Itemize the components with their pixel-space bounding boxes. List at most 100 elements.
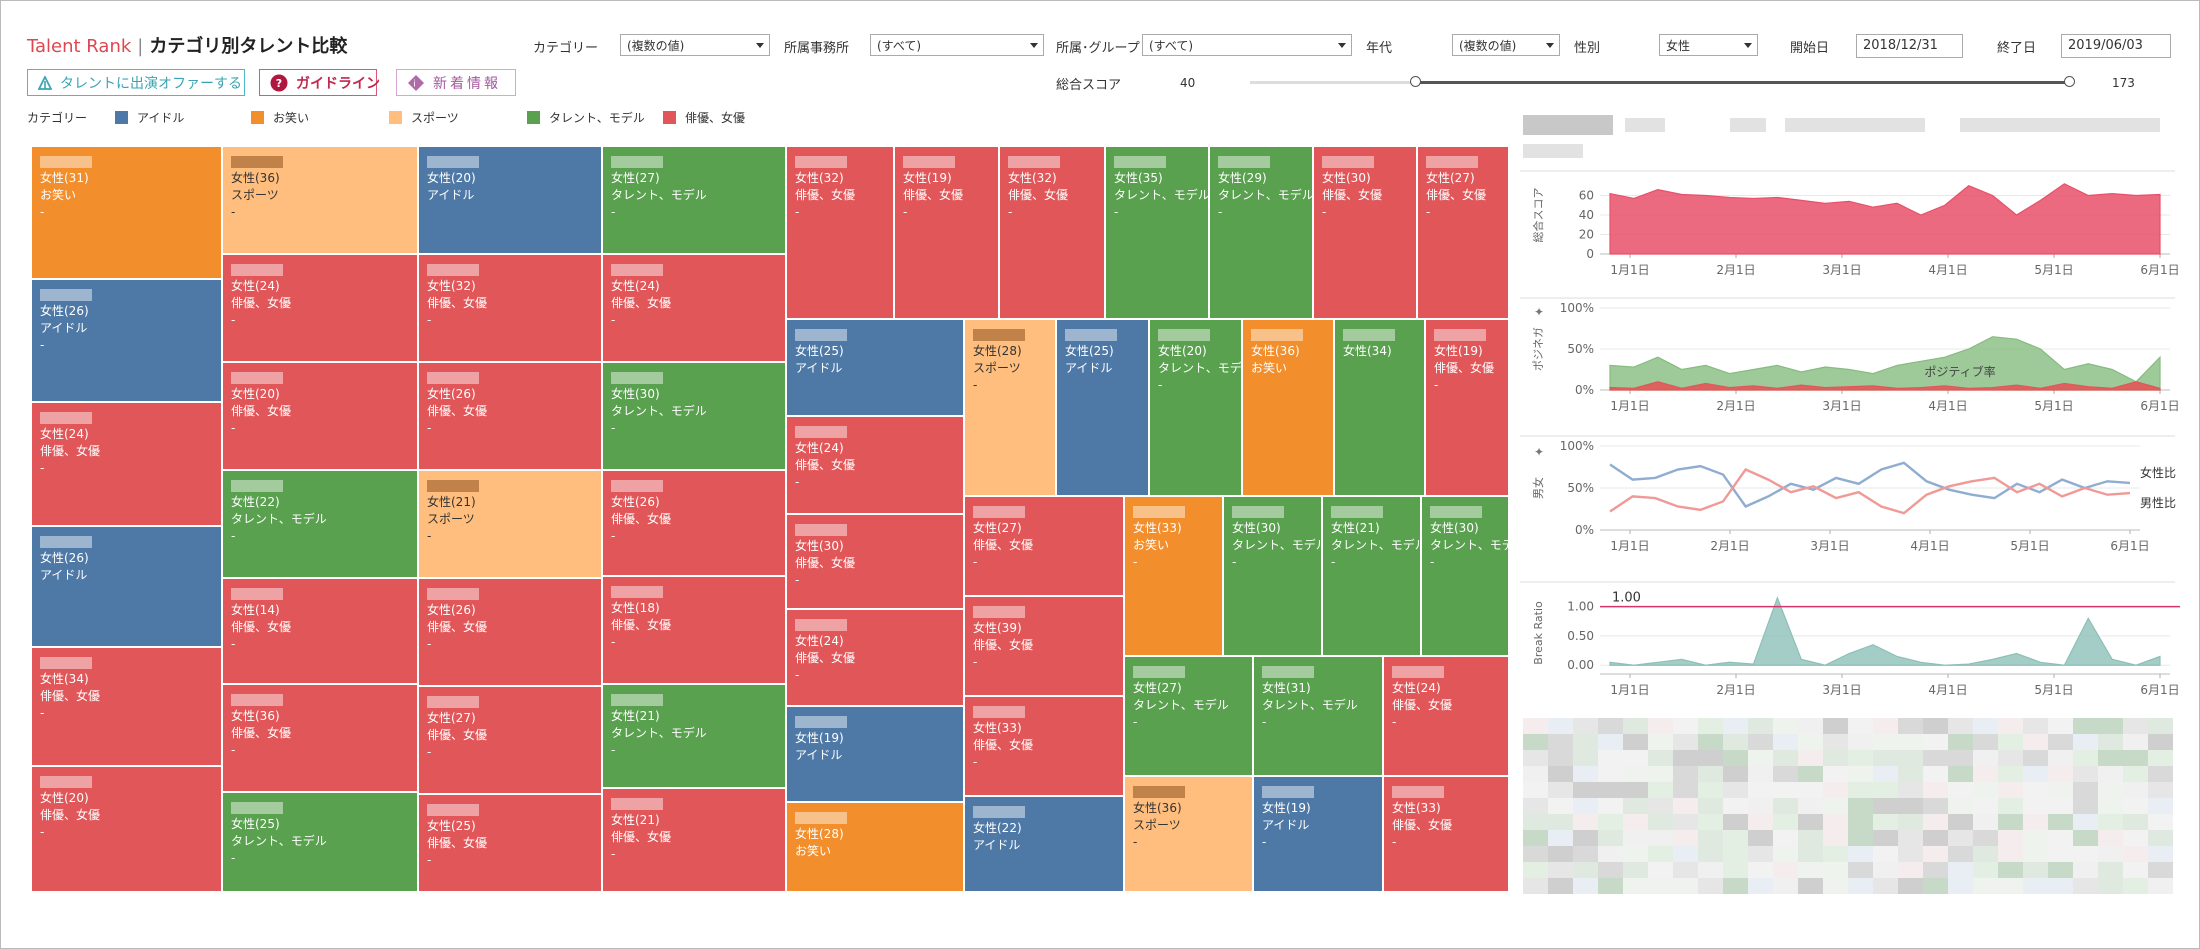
blurred-tile bbox=[1548, 782, 1573, 798]
treemap-cell[interactable]: 女性(24) 俳優、女優 - bbox=[786, 609, 964, 706]
treemap-cell[interactable]: 女性(20) 俳優、女優 - bbox=[222, 362, 418, 470]
blurred-tile bbox=[1998, 878, 2023, 894]
treemap-cell[interactable]: 女性(21) スポーツ - bbox=[418, 470, 602, 578]
treemap-cell[interactable]: 女性(21) タレント、モデル - bbox=[1322, 496, 1421, 656]
blurred-talent-name bbox=[1426, 156, 1478, 168]
treemap-cell[interactable]: 女性(30) 俳優、女優 - bbox=[1313, 146, 1417, 319]
treemap-cell[interactable]: 女性(22) アイドル bbox=[964, 796, 1124, 892]
blurred-tile bbox=[2023, 750, 2048, 766]
treemap-cell[interactable]: 女性(14) 俳優、女優 - bbox=[222, 578, 418, 684]
treemap-cell[interactable]: 女性(36) スポーツ - bbox=[222, 146, 418, 254]
treemap-cell[interactable]: 女性(32) 俳優、女優 - bbox=[418, 254, 602, 362]
treemap-cell[interactable]: 女性(24) 俳優、女優 - bbox=[602, 254, 786, 362]
treemap-cell[interactable]: 女性(24) 俳優、女優 - bbox=[1383, 656, 1509, 776]
treemap-cell[interactable]: 女性(25) アイドル bbox=[786, 319, 964, 416]
blurred-tile bbox=[1898, 766, 1923, 782]
treemap-cell[interactable]: 女性(27) 俳優、女優 - bbox=[964, 496, 1124, 596]
treemap-cell[interactable]: 女性(30) タレント、モデル - bbox=[602, 362, 786, 470]
treemap-cell[interactable]: 女性(31) お笑い - bbox=[31, 146, 222, 279]
treemap-cell[interactable]: 女性(26) 俳優、女優 - bbox=[418, 362, 602, 470]
treemap-cell-info: 女性(28) bbox=[973, 344, 1022, 358]
blurred-tile bbox=[1948, 878, 1973, 894]
legend-item-comedy[interactable]: お笑い bbox=[251, 109, 309, 126]
offer-button[interactable]: タレントに出演オファーする bbox=[27, 69, 245, 96]
blurred-tile bbox=[1998, 846, 2023, 862]
treemap-cell[interactable]: 女性(25) アイドル bbox=[1056, 319, 1149, 496]
treemap-cell[interactable]: 女性(18) 俳優、女優 - bbox=[602, 576, 786, 684]
chevron-down-icon bbox=[1030, 43, 1038, 48]
legend-item-sports[interactable]: スポーツ bbox=[389, 109, 459, 126]
blurred-tile bbox=[2023, 830, 2048, 846]
score-min-handle[interactable] bbox=[1410, 76, 1421, 87]
treemap-cell[interactable]: 女性(19) アイドル bbox=[786, 706, 964, 802]
treemap-cell[interactable]: 女性(20) アイドル bbox=[418, 146, 602, 254]
treemap-cell-dash: - bbox=[1392, 715, 1397, 729]
blurred-tile bbox=[1698, 814, 1723, 830]
score-max-handle[interactable] bbox=[2064, 76, 2075, 87]
treemap-cell[interactable]: 女性(30) タレント、モデル - bbox=[1421, 496, 1509, 656]
end-date-input[interactable]: 2019/06/03 bbox=[2061, 34, 2171, 58]
treemap-cell[interactable]: 女性(28) お笑い bbox=[786, 802, 964, 892]
treemap-cell-dash: - bbox=[973, 655, 978, 669]
treemap-cell[interactable]: 女性(36) スポーツ - bbox=[1124, 776, 1253, 892]
category-filter-select[interactable]: (複数の値) bbox=[620, 34, 770, 56]
treemap-cell[interactable]: 女性(19) 俳優、女優 - bbox=[894, 146, 999, 319]
chevron-down-icon bbox=[1744, 43, 1752, 48]
treemap-cell-info: 女性(36) bbox=[1133, 801, 1182, 815]
treemap-cell[interactable]: 女性(34) bbox=[1334, 319, 1425, 496]
treemap-cell[interactable]: 女性(28) スポーツ - bbox=[964, 319, 1056, 496]
treemap-cell[interactable]: 女性(27) タレント、モデル - bbox=[602, 146, 786, 254]
treemap-cell[interactable]: 女性(20) タレント、モデル - bbox=[1149, 319, 1242, 496]
age-filter-select[interactable]: (複数の値) bbox=[1452, 34, 1560, 56]
treemap-cell-info: 女性(33) bbox=[1133, 521, 1182, 535]
treemap-cell[interactable]: 女性(32) 俳優、女優 - bbox=[786, 146, 894, 319]
blurred-tile bbox=[1898, 846, 1923, 862]
treemap-cell[interactable]: 女性(27) 俳優、女優 - bbox=[418, 686, 602, 794]
group-filter-select[interactable]: (すべて) bbox=[1142, 34, 1352, 56]
treemap-cell[interactable]: 女性(35) タレント、モデル - bbox=[1105, 146, 1209, 319]
news-button[interactable]: i 新着情報 bbox=[396, 69, 516, 96]
treemap-cell[interactable]: 女性(27) タレント、モデル - bbox=[1124, 656, 1253, 776]
legend-item-talent-model[interactable]: タレント、モデル bbox=[527, 109, 645, 126]
treemap-cell[interactable]: 女性(20) 俳優、女優 - bbox=[31, 766, 222, 892]
blurred-talent-name bbox=[427, 480, 479, 492]
treemap-cell[interactable]: 女性(27) 俳優、女優 - bbox=[1417, 146, 1509, 319]
treemap-cell[interactable]: 女性(33) 俳優、女優 - bbox=[964, 696, 1124, 796]
legend-item-actor[interactable]: 俳優、女優 bbox=[663, 109, 745, 126]
treemap-cell[interactable]: 女性(33) 俳優、女優 - bbox=[1383, 776, 1509, 892]
treemap-cell[interactable]: 女性(24) 俳優、女優 - bbox=[786, 416, 964, 514]
score-range-slider[interactable] bbox=[1250, 76, 2075, 87]
treemap-cell[interactable]: 女性(33) お笑い - bbox=[1124, 496, 1223, 656]
treemap-cell[interactable]: 女性(39) 俳優、女優 - bbox=[964, 596, 1124, 696]
agency-filter-select[interactable]: (すべて) bbox=[870, 34, 1044, 56]
treemap-cell[interactable]: 女性(26) 俳優、女優 - bbox=[418, 578, 602, 686]
start-date-input[interactable]: 2018/12/31 bbox=[1856, 34, 1963, 58]
treemap-cell[interactable]: 女性(30) タレント、モデル - bbox=[1223, 496, 1322, 656]
treemap-cell[interactable]: 女性(26) アイドル bbox=[31, 526, 222, 647]
x-tick-label: 3月1日 bbox=[1822, 263, 1861, 277]
treemap-cell[interactable]: 女性(25) 俳優、女優 - bbox=[418, 794, 602, 892]
treemap-cell[interactable]: 女性(24) 俳優、女優 - bbox=[31, 402, 222, 526]
treemap-cell-dash: - bbox=[427, 853, 432, 867]
treemap-cell[interactable]: 女性(31) タレント、モデル - bbox=[1253, 656, 1383, 776]
treemap-cell[interactable]: 女性(22) タレント、モデル - bbox=[222, 470, 418, 578]
treemap-cell[interactable]: 女性(21) 俳優、女優 - bbox=[602, 788, 786, 892]
treemap-cell[interactable]: 女性(24) 俳優、女優 - bbox=[222, 254, 418, 362]
treemap-cell[interactable]: 女性(30) 俳優、女優 - bbox=[786, 514, 964, 609]
treemap-cell[interactable]: 女性(32) 俳優、女優 - bbox=[999, 146, 1105, 319]
legend-item-idol[interactable]: アイドル bbox=[115, 109, 184, 126]
treemap-cell[interactable]: 女性(21) タレント、モデル - bbox=[602, 684, 786, 788]
treemap-cell[interactable]: 女性(19) 俳優、女優 - bbox=[1425, 319, 1509, 496]
treemap-cell[interactable]: 女性(26) アイドル - bbox=[31, 279, 222, 402]
treemap-cell[interactable]: 女性(34) 俳優、女優 - bbox=[31, 647, 222, 766]
gender-filter-select[interactable]: 女性 bbox=[1659, 34, 1758, 56]
treemap-cell[interactable]: 女性(29) タレント、モデル - bbox=[1209, 146, 1313, 319]
treemap-cell[interactable]: 女性(26) 俳優、女優 - bbox=[602, 470, 786, 576]
blurred-talent-name bbox=[973, 506, 1025, 518]
guideline-button[interactable]: ? ガイドライン bbox=[259, 69, 380, 96]
blurred-tile bbox=[2048, 798, 2073, 814]
treemap-cell[interactable]: 女性(19) アイドル - bbox=[1253, 776, 1383, 892]
treemap-cell[interactable]: 女性(25) タレント、モデル - bbox=[222, 792, 418, 892]
treemap-cell[interactable]: 女性(36) 俳優、女優 - bbox=[222, 684, 418, 792]
treemap-cell[interactable]: 女性(36) お笑い bbox=[1242, 319, 1334, 496]
